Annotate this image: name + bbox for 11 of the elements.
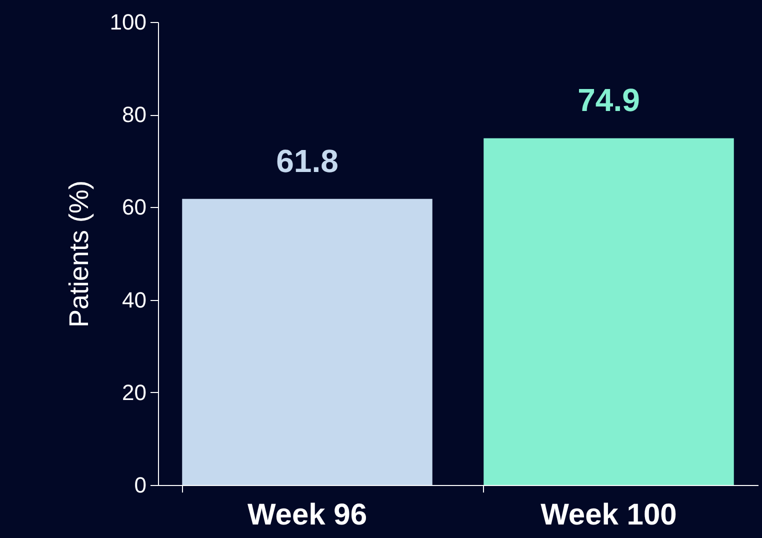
data-label: 74.9 bbox=[578, 82, 640, 118]
y-tick-label: 20 bbox=[122, 380, 146, 405]
y-tick-label: 80 bbox=[122, 102, 146, 128]
y-tick-label: 40 bbox=[122, 287, 146, 312]
x-tick-label: Week 100 bbox=[540, 498, 677, 532]
y-tick-label: 60 bbox=[122, 194, 146, 220]
data-label: 61.8 bbox=[276, 142, 338, 179]
x-tick-label: Week 96 bbox=[247, 498, 368, 532]
y-tick-label: 0 bbox=[134, 472, 146, 498]
y-tick-label: 100 bbox=[110, 10, 146, 34]
y-axis-title: Patients (%) bbox=[64, 180, 94, 328]
